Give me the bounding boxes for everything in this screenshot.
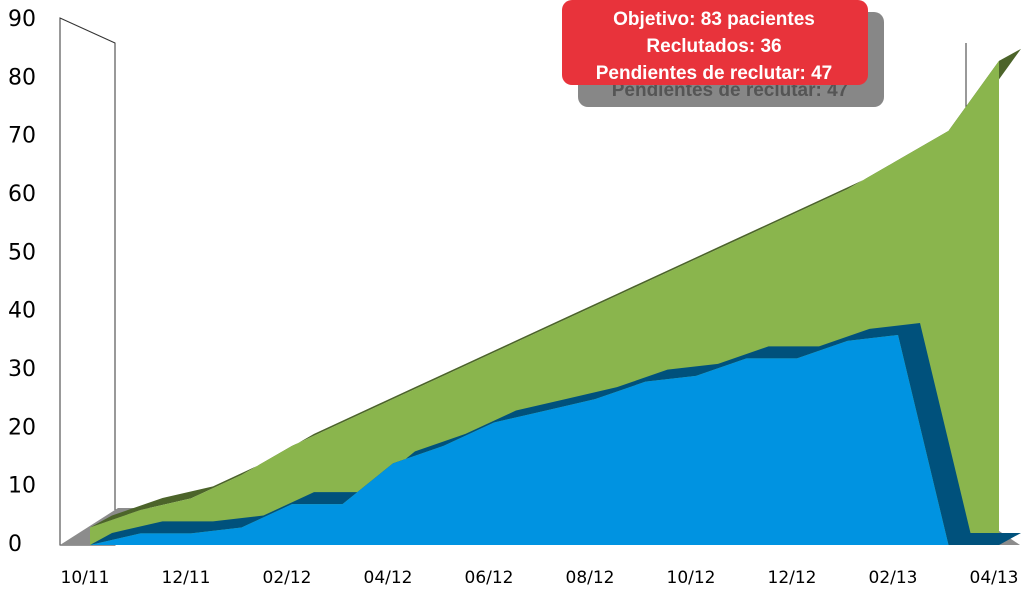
y-tick-label: 30 <box>8 357 36 382</box>
x-tick-label: 06/12 <box>465 568 514 588</box>
y-tick-label: 10 <box>8 474 36 499</box>
x-tick-label: 04/13 <box>970 568 1019 588</box>
tooltip-shadow-text: Pendientes de reclutar: 47 <box>612 80 849 101</box>
x-tick-label: 12/11 <box>162 568 211 588</box>
x-tick-label: 02/13 <box>869 568 918 588</box>
area <box>90 335 999 545</box>
x-tick-label: 02/12 <box>263 568 312 588</box>
y-tick-label: 20 <box>8 415 36 440</box>
tooltip-line: Reclutados: 36 <box>646 36 781 57</box>
x-tick-label: 10/12 <box>667 568 716 588</box>
tooltip: Pendientes de reclutar: 47 Objetivo: 83 … <box>562 0 884 107</box>
y-tick-label: 80 <box>8 65 36 90</box>
y-tick-label: 40 <box>8 299 36 324</box>
x-tick-label: 12/12 <box>768 568 817 588</box>
area-top <box>90 323 1021 545</box>
back-wall <box>59 17 116 546</box>
tooltip-box <box>562 0 868 85</box>
tooltip-line: Objetivo: 83 pacientes <box>613 9 815 30</box>
x-tick-label: 04/12 <box>364 568 413 588</box>
x-tick-label: 10/11 <box>61 568 110 588</box>
y-tick-label: 60 <box>8 182 36 207</box>
tooltip-line: Pendientes de reclutar: 47 <box>596 63 833 84</box>
y-tick-label: 50 <box>8 240 36 265</box>
y-tick-label: 0 <box>8 532 22 557</box>
y-tick-label: 90 <box>8 7 36 32</box>
x-tick-label: 08/12 <box>566 568 615 588</box>
y-tick-label: 70 <box>8 124 36 149</box>
